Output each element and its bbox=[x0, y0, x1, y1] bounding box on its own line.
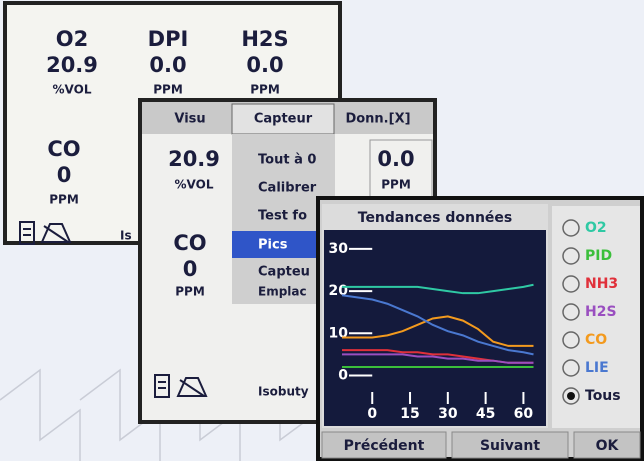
menu-item[interactable]: Test fo bbox=[258, 209, 307, 224]
y-tick-label: 0 bbox=[338, 367, 348, 383]
gas-value: 20.9 bbox=[168, 147, 220, 171]
tab[interactable]: Capteur bbox=[254, 112, 313, 127]
gas-value: 0.0 bbox=[377, 147, 414, 171]
menu-item[interactable]: Calibrer bbox=[258, 181, 317, 196]
gas-value: 20.9 bbox=[46, 53, 98, 77]
menu-item[interactable]: Capteu bbox=[258, 265, 310, 280]
legend-radio[interactable] bbox=[563, 276, 579, 292]
button-label[interactable]: Précédent bbox=[344, 438, 425, 454]
button-label[interactable]: OK bbox=[596, 438, 620, 454]
menu-item[interactable]: Tout à 0 bbox=[258, 153, 316, 168]
x-tick-label: 0 bbox=[367, 406, 377, 422]
chart-title: Tendances données bbox=[358, 210, 513, 226]
y-tick-label: 10 bbox=[329, 325, 349, 341]
legend-label: Tous bbox=[585, 388, 621, 404]
status-text: Isobuty bbox=[258, 385, 309, 399]
x-tick-label: 45 bbox=[476, 406, 495, 422]
legend-label: CO bbox=[585, 332, 607, 348]
legend-radio[interactable] bbox=[563, 248, 579, 264]
menu-item[interactable]: Pics bbox=[258, 238, 288, 253]
gas-value: 0.0 bbox=[246, 53, 283, 77]
gas-name: CO bbox=[173, 231, 206, 255]
legend-radio[interactable] bbox=[563, 220, 579, 236]
scene: O2 20.9 %VOL DPI 0.0 PPM H2S 0.0 PPM CO … bbox=[0, 0, 644, 461]
menu-item[interactable]: Emplac bbox=[258, 285, 307, 299]
gas-value: 0 bbox=[183, 257, 198, 281]
gas-unit: PPM bbox=[250, 83, 280, 97]
legend-label: H2S bbox=[585, 304, 617, 320]
gas-unit: %VOL bbox=[175, 178, 214, 192]
tab[interactable]: Visu bbox=[174, 112, 205, 127]
x-tick-label: 60 bbox=[514, 406, 534, 422]
legend-label: O2 bbox=[585, 220, 607, 236]
gas-unit: PPM bbox=[175, 285, 205, 299]
y-tick-label: 30 bbox=[329, 241, 349, 257]
gas-unit: %VOL bbox=[53, 83, 92, 97]
x-tick-label: 15 bbox=[400, 406, 419, 422]
gas-name: DPI bbox=[148, 27, 189, 51]
gas-name: H2S bbox=[241, 27, 288, 51]
legend-radio[interactable] bbox=[563, 304, 579, 320]
gas-unit: PPM bbox=[49, 193, 79, 207]
button-label[interactable]: Suivant bbox=[480, 438, 540, 454]
gas-name: CO bbox=[47, 137, 80, 161]
page: O2 20.9 %VOL DPI 0.0 PPM H2S 0.0 PPM CO … bbox=[0, 0, 644, 461]
gas-value: 0 bbox=[57, 163, 72, 187]
x-tick-label: 30 bbox=[438, 406, 458, 422]
legend-radio[interactable] bbox=[563, 360, 579, 376]
gas-name: O2 bbox=[56, 27, 88, 51]
status-text: Is bbox=[120, 229, 132, 243]
legend-radio-dot bbox=[567, 392, 575, 400]
legend-label: LIE bbox=[585, 360, 609, 376]
tab[interactable]: Donn.[X] bbox=[345, 112, 410, 127]
gas-value: 0.0 bbox=[149, 53, 186, 77]
gas-unit: PPM bbox=[153, 83, 183, 97]
legend-label: PID bbox=[585, 248, 612, 264]
legend-label: NH3 bbox=[585, 276, 618, 292]
gas-unit: PPM bbox=[381, 178, 411, 192]
legend-radio[interactable] bbox=[563, 332, 579, 348]
plot-area bbox=[324, 230, 546, 426]
